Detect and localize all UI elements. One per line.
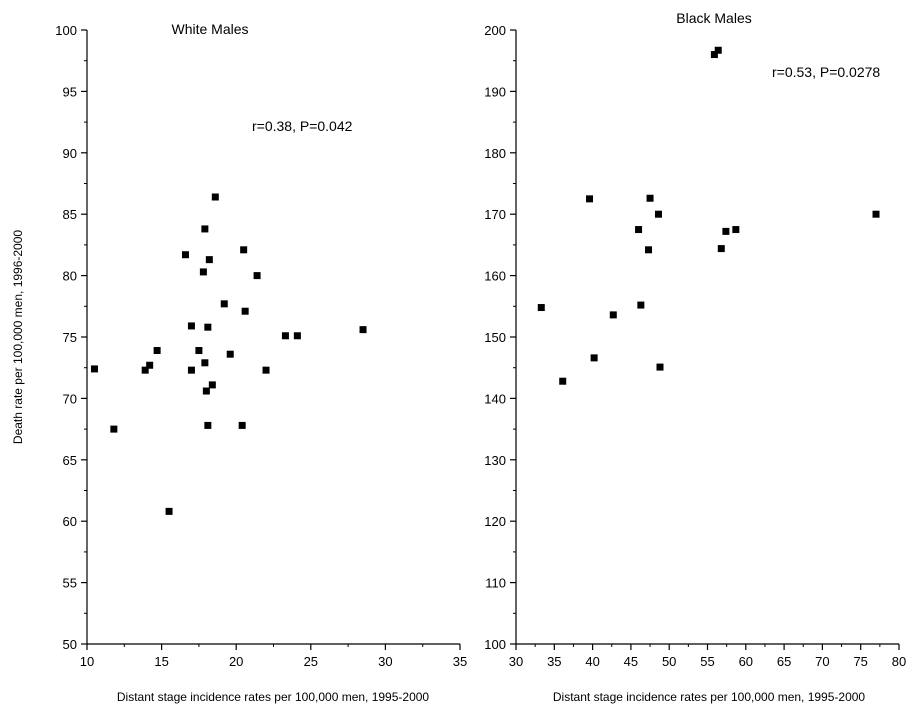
x-tick-label: 70 xyxy=(815,654,829,669)
data-point xyxy=(181,251,189,259)
panel-title: White Males xyxy=(171,21,248,37)
data-point xyxy=(90,365,98,373)
x-axis-label: Distant stage incidence rates per 100,00… xyxy=(553,690,866,704)
data-point xyxy=(722,227,730,235)
data-point xyxy=(205,256,213,264)
data-point xyxy=(110,425,118,433)
data-point xyxy=(146,361,154,369)
x-tick-label: 65 xyxy=(777,654,791,669)
x-tick-label: 60 xyxy=(739,654,753,669)
data-point xyxy=(238,421,246,429)
data-point xyxy=(646,194,654,202)
data-point xyxy=(204,421,212,429)
data-points xyxy=(537,46,880,385)
y-tick-label: 65 xyxy=(63,453,77,468)
y-tick-label: 75 xyxy=(63,330,77,345)
correlation-annotation: r=0.53, P=0.0278 xyxy=(772,64,880,80)
data-point xyxy=(253,272,261,280)
x-tick-label: 35 xyxy=(453,654,467,669)
y-tick-label: 180 xyxy=(484,146,506,161)
y-tick-label: 190 xyxy=(484,84,506,99)
data-point xyxy=(240,246,248,254)
data-point xyxy=(262,366,270,374)
x-tick-label: 75 xyxy=(853,654,867,669)
y-tick-label: 130 xyxy=(484,453,506,468)
y-tick-label: 85 xyxy=(63,207,77,222)
data-point xyxy=(187,366,195,374)
data-point xyxy=(654,210,662,218)
x-tick-label: 25 xyxy=(304,654,318,669)
y-tick-label: 160 xyxy=(484,269,506,284)
data-point xyxy=(635,226,643,234)
y-tick-label: 80 xyxy=(63,269,77,284)
data-point xyxy=(645,246,653,254)
y-tick-label: 200 xyxy=(484,23,506,38)
y-tick-label: 70 xyxy=(63,391,77,406)
data-point xyxy=(872,210,880,218)
y-tick-label: 50 xyxy=(63,637,77,652)
x-tick-label: 50 xyxy=(662,654,676,669)
x-tick-label: 30 xyxy=(509,654,523,669)
data-point xyxy=(537,304,545,312)
data-point xyxy=(204,323,212,331)
data-point xyxy=(609,311,617,319)
x-axis-label: Distant stage incidence rates per 100,00… xyxy=(117,690,430,704)
x-tick-label: 45 xyxy=(624,654,638,669)
white-males-panel: White Males r=0.38, P=0.042 Distant stag… xyxy=(55,21,467,704)
data-point xyxy=(141,366,149,374)
data-point xyxy=(586,195,594,203)
axis-ticks: 30 35 40 45 50 55 60 65 70 75 80 100 110 120 130 140 150… xyxy=(484,23,906,669)
x-tick-label: 20 xyxy=(229,654,243,669)
data-point xyxy=(153,347,161,355)
y-tick-label: 60 xyxy=(63,514,77,529)
y-tick-label: 100 xyxy=(484,637,506,652)
data-point xyxy=(165,507,173,515)
data-point xyxy=(559,377,567,385)
axis-ticks: 10 15 20 25 30 35 50 55 60 65 70 75 80 85 90 95 100 xyxy=(55,23,467,669)
data-point xyxy=(202,387,210,395)
data-point xyxy=(590,354,598,362)
panel-title: Black Males xyxy=(676,10,751,26)
data-point xyxy=(717,245,725,253)
y-tick-label: 100 xyxy=(55,23,77,38)
y-tick-label: 90 xyxy=(63,146,77,161)
y-tick-label: 150 xyxy=(484,330,506,345)
y-tick-label: 110 xyxy=(485,576,506,591)
data-point xyxy=(732,226,740,234)
data-point xyxy=(714,46,722,54)
data-point xyxy=(241,307,249,315)
data-point xyxy=(195,347,203,355)
black-males-panel: Black Males r=0.53, P=0.0278 Distant sta… xyxy=(484,10,906,704)
x-tick-label: 15 xyxy=(154,654,168,669)
correlation-annotation: r=0.38, P=0.042 xyxy=(252,118,353,134)
data-point xyxy=(281,332,289,340)
data-point xyxy=(201,359,209,367)
data-point xyxy=(359,326,367,334)
data-point xyxy=(293,332,301,340)
data-point xyxy=(208,381,216,389)
y-tick-label: 170 xyxy=(484,207,506,222)
data-point xyxy=(211,193,219,201)
data-point xyxy=(637,301,645,309)
data-point xyxy=(220,300,228,308)
y-axis-label: Death rate per 100,000 men, 1996-2000 xyxy=(11,230,25,444)
y-tick-label: 55 xyxy=(63,576,77,591)
data-point xyxy=(710,51,718,59)
x-tick-label: 10 xyxy=(80,654,94,669)
x-tick-label: 80 xyxy=(892,654,906,669)
x-tick-label: 40 xyxy=(585,654,599,669)
data-point xyxy=(199,268,207,276)
y-tick-label: 95 xyxy=(63,84,77,99)
data-point xyxy=(226,350,234,358)
data-point xyxy=(187,322,195,330)
y-tick-label: 120 xyxy=(484,514,506,529)
x-tick-label: 35 xyxy=(547,654,561,669)
data-point xyxy=(201,225,209,233)
x-tick-label: 55 xyxy=(700,654,714,669)
data-points xyxy=(90,193,367,515)
y-tick-label: 140 xyxy=(484,391,506,406)
data-point xyxy=(656,363,664,371)
x-tick-label: 30 xyxy=(378,654,392,669)
